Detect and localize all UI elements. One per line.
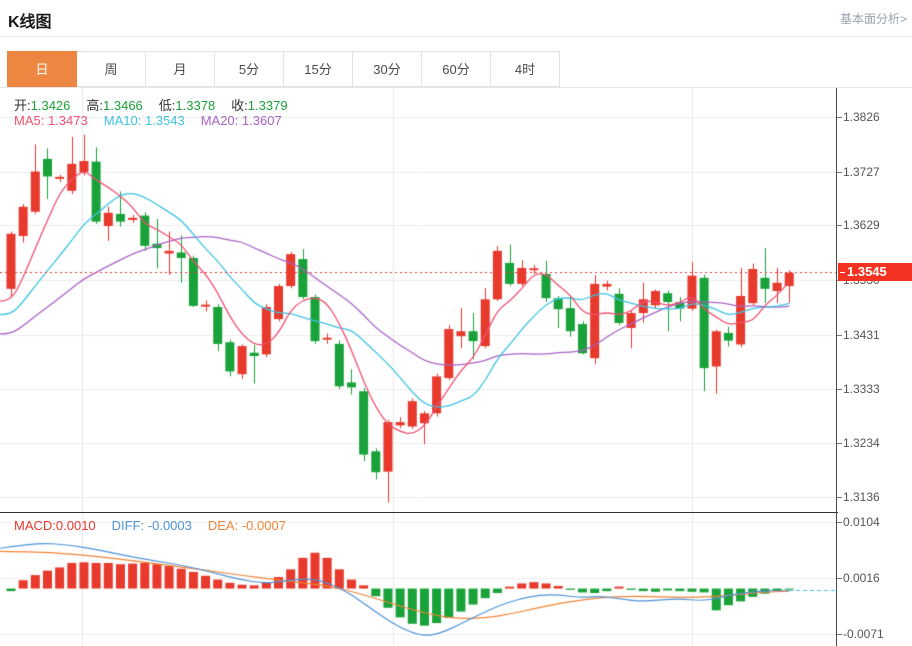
- tab-month[interactable]: 月: [145, 51, 215, 87]
- tab-4hour[interactable]: 4时: [490, 51, 560, 87]
- tab-30min[interactable]: 30分: [352, 51, 422, 87]
- macd-legend: MACD:0.0010 DIFF: -0.0003 DEA: -0.0007: [14, 518, 286, 533]
- macd-label: MACD:: [14, 518, 56, 533]
- price-axis-label: 1.3727: [837, 164, 880, 179]
- current-price-tag: 1.3545: [838, 262, 912, 281]
- ma20-label: MA20:: [200, 113, 239, 128]
- macd-chart-canvas[interactable]: [0, 513, 837, 646]
- ma5-value: 1.3473: [47, 113, 88, 128]
- price-axis-label: 1.3629: [837, 218, 880, 233]
- high-value: 1.3466: [103, 98, 143, 113]
- price-axis-label: 1.3826: [837, 110, 880, 124]
- open-label: 开:: [14, 98, 31, 113]
- tab-15min[interactable]: 15分: [283, 51, 353, 87]
- tab-day[interactable]: 日: [7, 51, 77, 87]
- ma20-value: 1.3607: [241, 113, 282, 128]
- ohlc-legend: 开:1.3426 高:1.3466 低:1.3378 收:1.3379: [14, 95, 288, 114]
- open-value: 1.3426: [30, 98, 71, 113]
- dea-value: -0.0007: [241, 518, 286, 533]
- tab-60min[interactable]: 60分: [421, 51, 491, 87]
- dea-label: DEA:: [207, 518, 239, 533]
- macd-value: 0.0010: [55, 518, 96, 533]
- price-axis-line: [836, 88, 837, 646]
- page-title: K线图: [8, 14, 52, 31]
- candlestick-chart-canvas[interactable]: [0, 88, 837, 513]
- macd-axis-label: -0.0071: [837, 627, 884, 641]
- tab-week[interactable]: 周: [76, 51, 146, 87]
- high-label: 高:: [86, 98, 104, 113]
- tab-5min[interactable]: 5分: [214, 51, 284, 87]
- macd-axis-label: 0.0016: [837, 571, 880, 586]
- chart-top-border: [0, 87, 912, 88]
- low-label: 低:: [158, 98, 176, 113]
- price-axis-label: 1.3333: [837, 381, 880, 396]
- diff-value: -0.0003: [147, 518, 192, 533]
- panel-separator: [0, 512, 838, 513]
- close-value: 1.3379: [247, 98, 288, 113]
- period-tab-bar: 日 周 月 5分 15分 30分 60分 4时: [7, 51, 560, 87]
- price-axis-label: 1.3431: [837, 327, 880, 342]
- header-divider: [0, 36, 912, 37]
- ma-legend: MA5: 1.3473 MA10: 1.3543 MA20: 1.3607: [14, 113, 282, 128]
- macd-axis-label: 0.0104: [837, 515, 880, 529]
- price-axis-label: 1.3234: [837, 436, 880, 451]
- price-axis-label: 1.3136: [837, 490, 880, 504]
- ma10-value: 1.3543: [144, 113, 185, 128]
- low-value: 1.3378: [175, 98, 216, 113]
- fundamental-analysis-link[interactable]: 基本面分析>: [839, 12, 907, 26]
- ma10-label: MA10:: [103, 113, 142, 128]
- close-label: 收:: [231, 98, 248, 113]
- diff-label: DIFF:: [111, 518, 145, 533]
- ma5-label: MA5:: [14, 113, 45, 128]
